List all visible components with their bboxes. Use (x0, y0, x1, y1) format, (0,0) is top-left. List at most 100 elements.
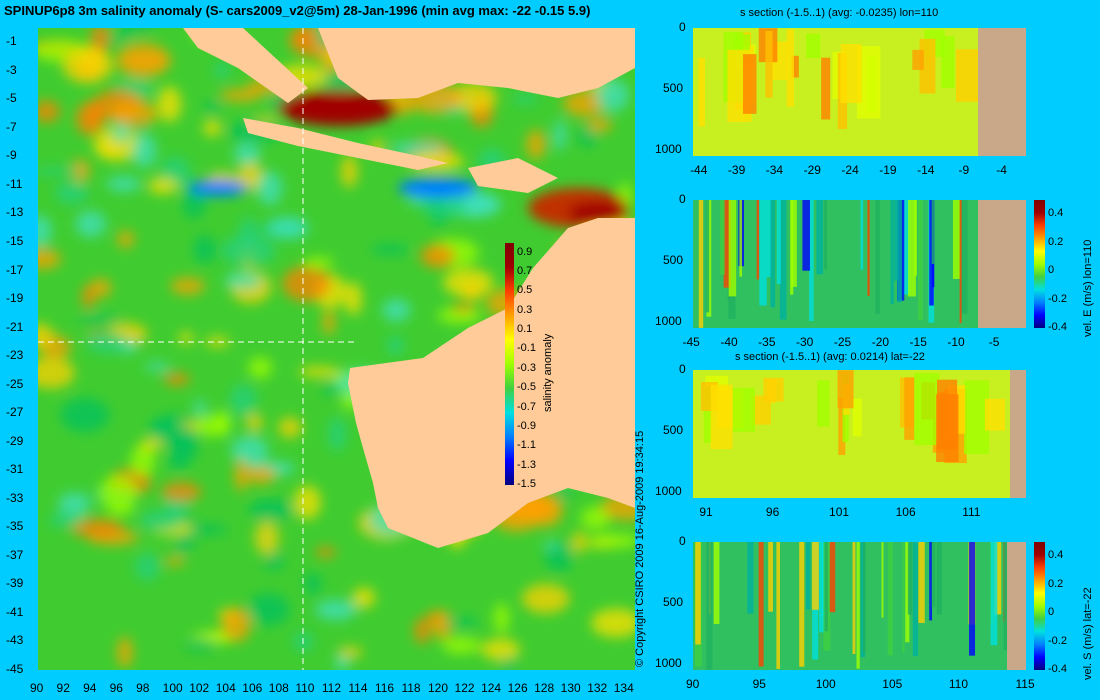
section-value-band (750, 395, 771, 425)
s-section-lat-22-panel[interactable] (693, 370, 1026, 498)
map-x-tick-label: 126 (507, 681, 528, 695)
salinity-eddy (178, 332, 194, 344)
salinity-eddy (344, 282, 362, 316)
map-y-tick-label: -17 (6, 262, 24, 277)
salinity-eddy (204, 100, 222, 114)
salinity-eddy (112, 123, 130, 143)
salinity-eddy (386, 335, 404, 356)
salinity-eddy (563, 89, 607, 117)
velS-section-lat-22-plot (693, 542, 1026, 670)
section-value-band (821, 57, 831, 120)
salinity-eddy (314, 599, 357, 621)
velS-section-lat-22-colorbar-tick-label: 0 (1048, 606, 1055, 619)
velS-section-lat-22-x-tick-label: 95 (752, 677, 766, 691)
velS-section-lat-22-x-tick-label: 110 (948, 677, 969, 691)
s-section-lon110-panel[interactable] (693, 28, 1026, 156)
map-y-tick-label: -25 (6, 376, 24, 391)
salinity-eddy (420, 244, 456, 268)
section-value-band (763, 377, 784, 402)
section-value-band (964, 380, 990, 455)
salinity-eddy (26, 357, 75, 389)
salinity-eddy (322, 380, 340, 396)
section-land (978, 200, 1026, 328)
salinity-eddy (432, 610, 453, 640)
section-value-band (817, 380, 830, 427)
s-section-lat-22-x-tick-label: 106 (895, 505, 916, 519)
salinity-eddy (157, 86, 182, 122)
section-value-band (759, 200, 767, 306)
section-value-band (806, 542, 811, 610)
salinity-eddy (526, 129, 546, 160)
s-section-lon110-x-tick-label: -29 (803, 163, 821, 177)
salinity-eddy (170, 277, 205, 295)
velE-colorbar-label: vel. E (m/s) lon=110 (1082, 239, 1094, 337)
map-y-tick-label: -29 (6, 433, 24, 448)
map-colorbar-label: salinity anomaly (542, 333, 554, 412)
s-section-lon110-y-tick-label: 1000 (655, 141, 682, 156)
salinity-map[interactable] (23, 13, 657, 675)
section-value-band (994, 542, 1002, 615)
section-value-band (912, 49, 924, 70)
salinity-eddy (89, 278, 112, 298)
velS-section-lat-22-panel[interactable] (693, 542, 1026, 670)
section-value-band (904, 377, 915, 440)
map-y-tick-label: -39 (6, 576, 24, 591)
map-y-tick-label: -15 (6, 234, 24, 248)
salinity-eddy (245, 466, 277, 484)
salinity-eddy (234, 458, 248, 492)
main-title: SPINUP6p8 3m salinity anomaly (S- cars20… (4, 3, 591, 18)
velE-section-lon110-panel[interactable] (693, 200, 1026, 328)
velE-section-lon110-x-tick-label: -45 (682, 335, 700, 349)
salinity-eddy (193, 235, 216, 264)
salinity-eddy (282, 265, 331, 302)
map-y-tick-label: -41 (6, 604, 24, 619)
salinity-eddy (267, 216, 309, 239)
map-y-tick-label: -13 (6, 205, 24, 220)
salinity-eddy (193, 414, 229, 437)
salinity-eddy (229, 384, 257, 417)
salinity-eddy (461, 283, 484, 301)
section-value-band (806, 33, 821, 58)
section-value-band (931, 542, 936, 608)
salinity-eddy (441, 636, 481, 655)
section-value-band (894, 200, 899, 281)
section-value-band (732, 387, 755, 432)
map-x-tick-label: 104 (215, 681, 236, 695)
salinity-eddy (150, 417, 169, 435)
section-value-band (936, 542, 942, 615)
section-value-band (766, 200, 772, 278)
map-y-tick-label: -27 (6, 405, 24, 420)
map-colorbar-tick-label: -0.9 (517, 419, 536, 432)
salinity-eddy (246, 413, 263, 432)
section-value-band (984, 398, 1005, 431)
salinity-eddy (278, 417, 302, 438)
section-value-band (758, 542, 764, 667)
salinity-eddy (144, 362, 171, 372)
map-x-tick-label: 114 (348, 681, 368, 695)
s-section-lon110-x-tick-label: -9 (958, 163, 970, 177)
s-section-lon110-x-tick-label: -39 (727, 163, 746, 177)
section-value-band (720, 200, 725, 275)
s-section-lat-22-y-tick-label: 1000 (655, 483, 682, 498)
map-x-tick-label: 134 (613, 681, 634, 695)
section-value-band (907, 542, 913, 615)
map-x-tick-label: 108 (268, 681, 289, 695)
salinity-eddy (60, 397, 110, 433)
salinity-eddy (382, 298, 411, 322)
map-y-tick-label: -9 (6, 148, 17, 163)
salinity-eddy (184, 638, 217, 652)
velE-section-lon110-plot (693, 200, 1026, 328)
section-value-band (937, 379, 958, 450)
map-x-tick-label: 116 (374, 681, 395, 695)
section-value-band (706, 542, 713, 670)
panel3-title: s section (-1.5..1) (avg: 0.0214) lat=-2… (735, 351, 925, 363)
salinity-eddy (161, 482, 202, 502)
salinity-eddy (591, 608, 642, 638)
section-value-band (756, 200, 760, 280)
map-x-tick-label: 118 (401, 681, 421, 695)
section-value-band (698, 57, 706, 127)
salinity-eddy (58, 492, 91, 516)
section-value-band (959, 200, 962, 324)
salinity-feature (188, 180, 248, 196)
panel1-title: s section (-1.5..1) (avg: -0.0235) lon=1… (740, 7, 939, 19)
